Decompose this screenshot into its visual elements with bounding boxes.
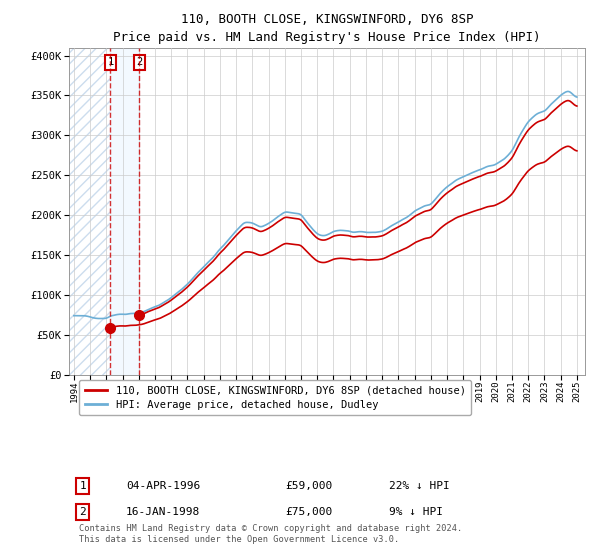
Title: 110, BOOTH CLOSE, KINGSWINFORD, DY6 8SP
Price paid vs. HM Land Registry's House : 110, BOOTH CLOSE, KINGSWINFORD, DY6 8SP … xyxy=(113,13,541,44)
Text: 22% ↓ HPI: 22% ↓ HPI xyxy=(389,480,449,491)
Text: 1: 1 xyxy=(107,57,113,67)
Text: Contains HM Land Registry data © Crown copyright and database right 2024.
This d: Contains HM Land Registry data © Crown c… xyxy=(79,524,463,544)
Legend: 110, BOOTH CLOSE, KINGSWINFORD, DY6 8SP (detached house), HPI: Average price, de: 110, BOOTH CLOSE, KINGSWINFORD, DY6 8SP … xyxy=(79,380,471,415)
Text: 04-APR-1996: 04-APR-1996 xyxy=(126,480,200,491)
Text: 16-JAN-1998: 16-JAN-1998 xyxy=(126,507,200,517)
Text: 2: 2 xyxy=(79,507,86,517)
Text: 1: 1 xyxy=(79,480,86,491)
Text: 9% ↓ HPI: 9% ↓ HPI xyxy=(389,507,443,517)
Bar xyxy=(69,48,110,375)
Bar xyxy=(110,48,139,375)
Text: £75,000: £75,000 xyxy=(286,507,333,517)
Text: 2: 2 xyxy=(136,57,143,67)
Text: £59,000: £59,000 xyxy=(286,480,333,491)
